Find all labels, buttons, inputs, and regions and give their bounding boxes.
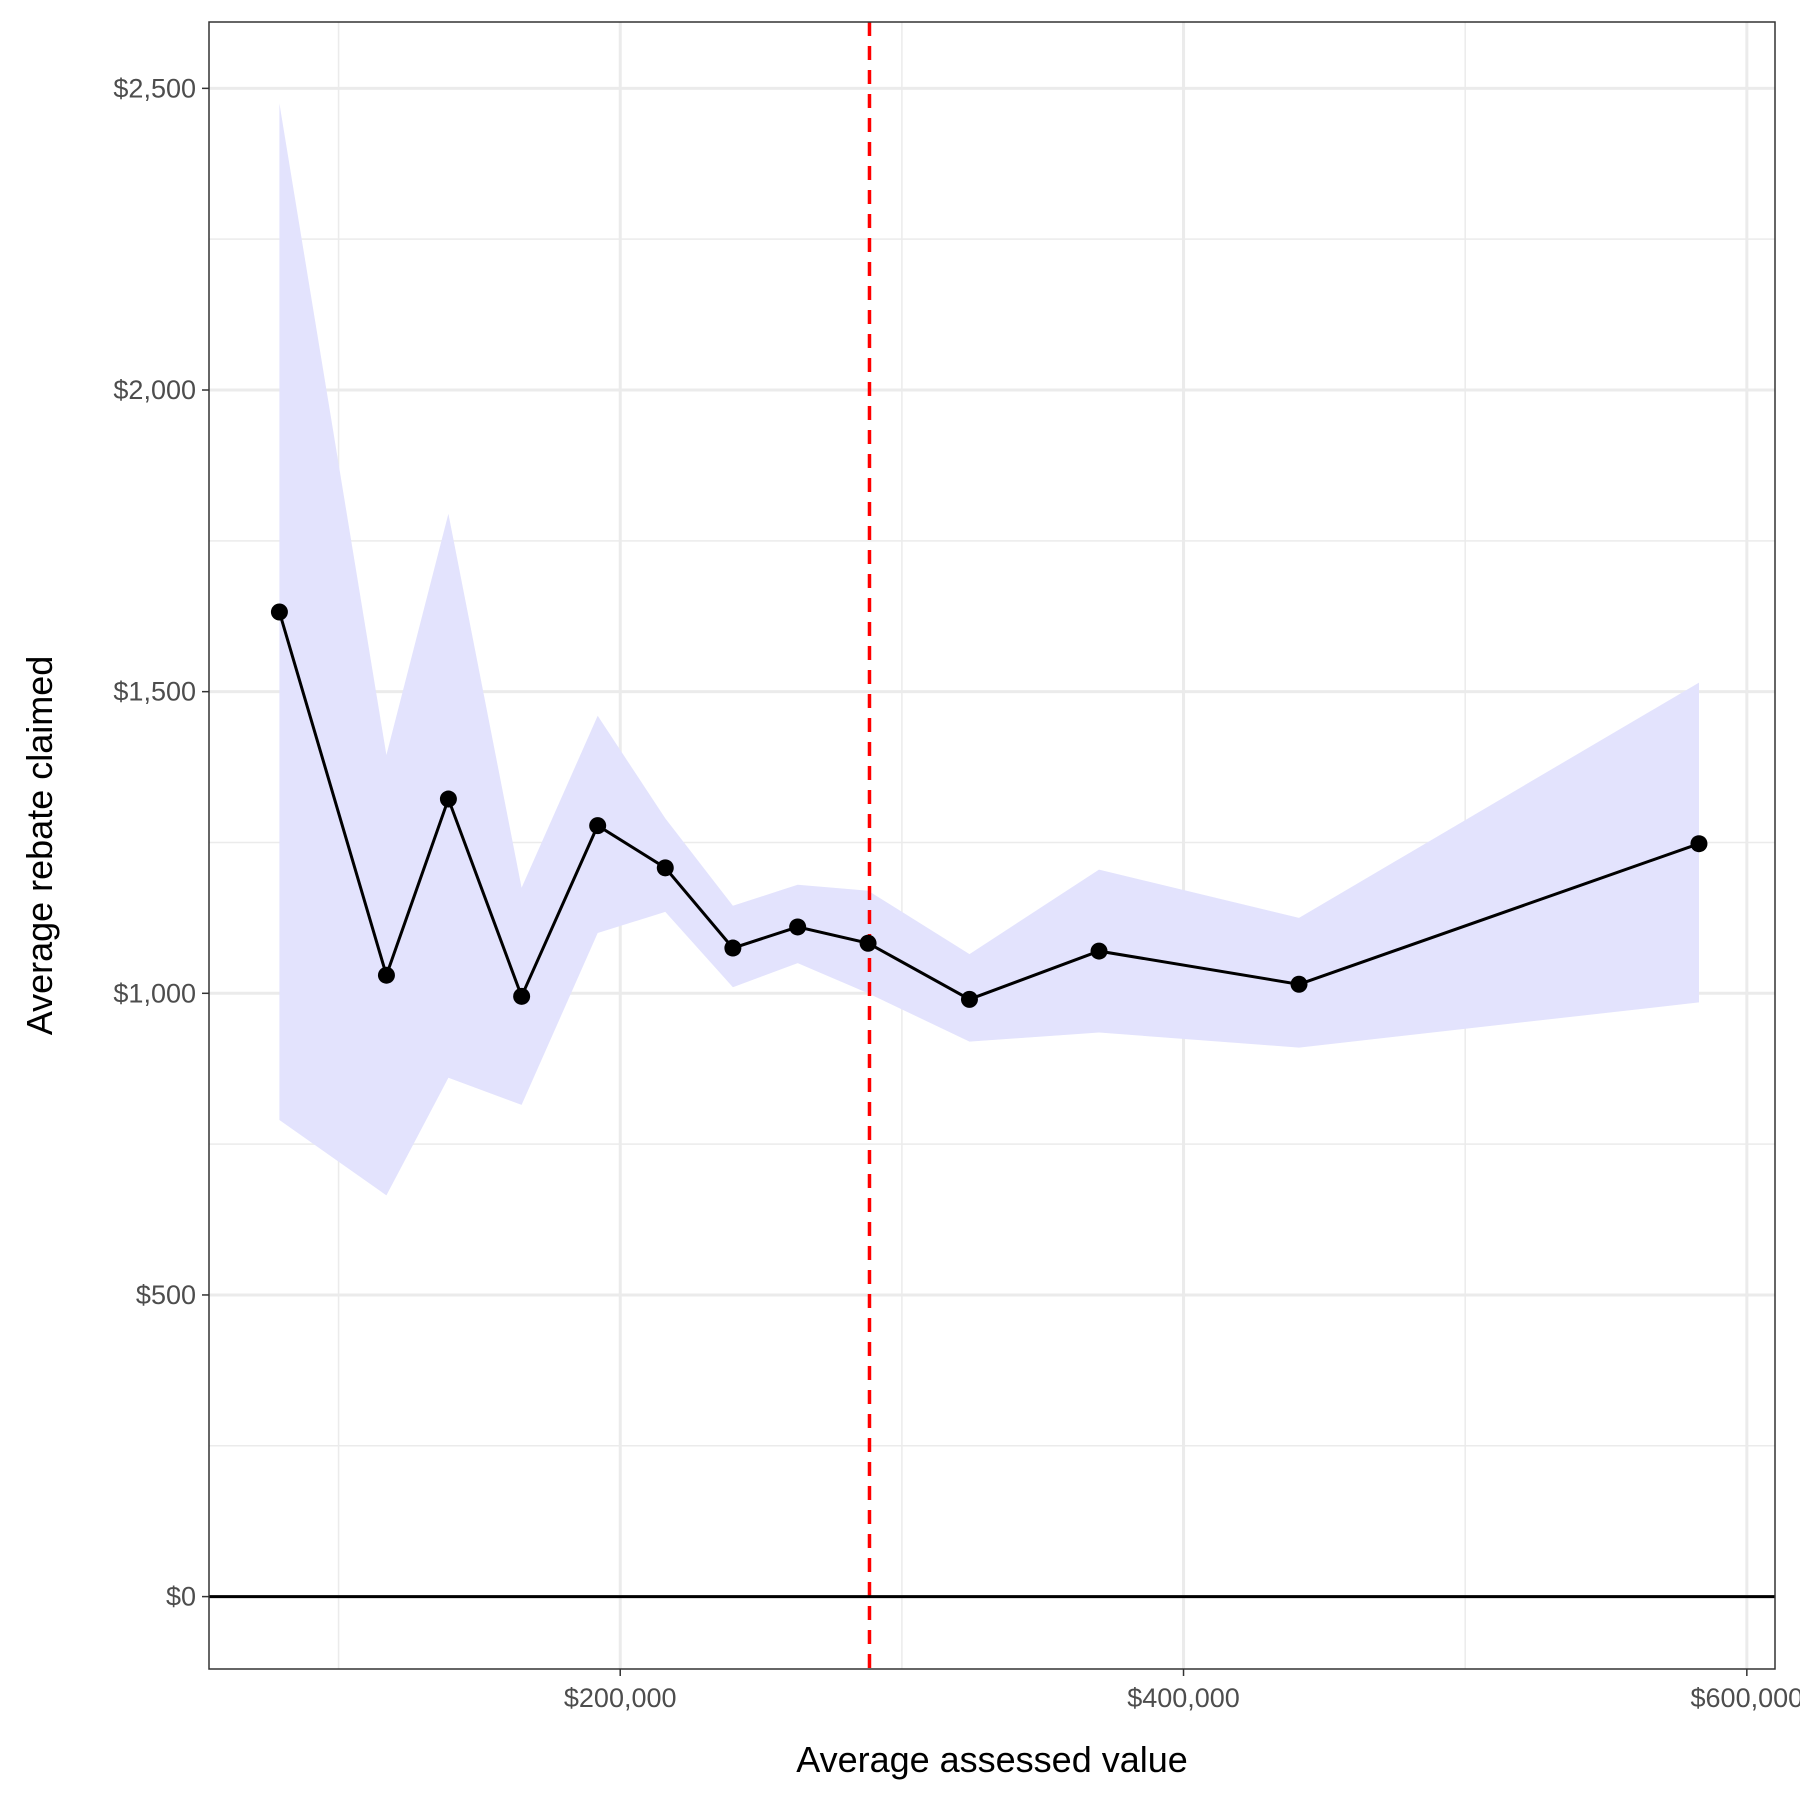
data-points [270, 603, 1708, 1008]
data-point [377, 966, 395, 984]
y-tick-label: $1,000 [113, 978, 196, 1008]
y-axis: $0 $500 $1,000 $1,500 $2,000 $2,500 [113, 73, 209, 1612]
y-tick-label: $1,500 [113, 677, 196, 707]
data-point [513, 987, 531, 1005]
y-axis-title: Average rebate claimed [19, 656, 60, 1036]
data-point [724, 939, 742, 957]
y-tick-label: $500 [136, 1280, 196, 1310]
data-point [270, 603, 288, 621]
data-point [960, 990, 978, 1008]
panel-border [208, 21, 1776, 1670]
data-point [1090, 942, 1108, 960]
data-point [859, 934, 877, 952]
data-point [1690, 835, 1708, 853]
data-point [1290, 975, 1308, 993]
x-axis-title: Average assessed value [796, 1739, 1188, 1780]
x-tick-label: $400,000 [1127, 1683, 1240, 1713]
data-point [789, 918, 807, 936]
data-point [589, 817, 607, 835]
y-tick-label: $2,000 [113, 375, 196, 405]
x-axis: $200,000 $400,000 $600,000 [564, 1669, 1800, 1713]
x-tick-label: $200,000 [564, 1683, 677, 1713]
data-point [656, 859, 674, 877]
confidence-ribbon [279, 103, 1699, 1196]
x-tick-label: $600,000 [1691, 1683, 1800, 1713]
data-point [439, 790, 457, 808]
y-tick-label: $2,500 [113, 73, 196, 103]
y-tick-label: $0 [166, 1582, 196, 1612]
